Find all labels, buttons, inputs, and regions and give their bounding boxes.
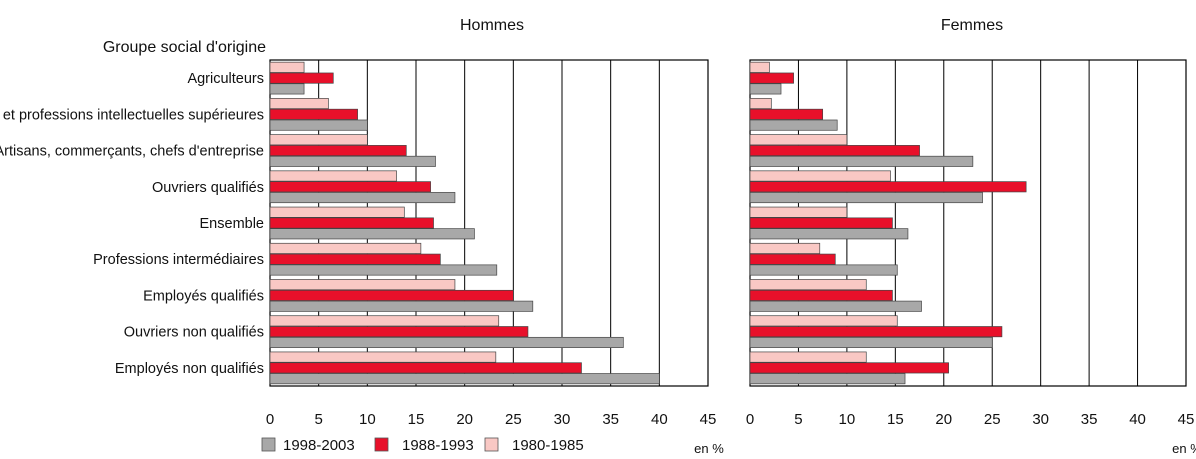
x-tick-label: 30 bbox=[554, 411, 571, 428]
bar-hommes-agriculteurs-1988-1993 bbox=[269, 72, 334, 84]
bar-femmes-agriculteurs-1988-1993 bbox=[749, 72, 794, 84]
panel-femmes: 0 5 10 15 20 25 30 35 40 45 bbox=[746, 59, 1195, 428]
bar-femmes-ouvriers-qualifies-1988-1993 bbox=[749, 181, 1027, 193]
x-tick-label: 45 bbox=[1178, 411, 1195, 428]
bar-femmes-cadres-et-professions-intellectuelles-superieures-1980-1985 bbox=[749, 98, 772, 110]
bar-hommes-professions-intermediaires-1980-1985 bbox=[269, 242, 422, 254]
bar-hommes-employes-non-qualifies-1988-1993 bbox=[269, 362, 582, 374]
category-label-professions-intermediaires: Professions intermédiaires bbox=[93, 252, 264, 268]
category-label-ensemble: Ensemble bbox=[200, 216, 264, 232]
bar-femmes-artisans-commercants-chefs-d-entreprise-1980-1985 bbox=[749, 134, 848, 146]
x-tick-label: 25 bbox=[984, 411, 1001, 428]
bar-hommes-employes-non-qualifies-1980-1985 bbox=[269, 351, 497, 363]
bar-hommes-employes-qualifies-1988-1993 bbox=[269, 289, 514, 301]
bar-hommes-cadres-et-professions-intellectuelles-superieures-1980-1985 bbox=[269, 98, 329, 110]
legend-swatch-1998-2003 bbox=[261, 437, 276, 452]
bar-femmes-agriculteurs-1998-2003 bbox=[749, 83, 782, 95]
bar-femmes-ouvriers-qualifies-1980-1985 bbox=[749, 170, 891, 182]
x-tick-label: 15 bbox=[887, 411, 904, 428]
category-labels: Agriculteurs Cadres et professions intell… bbox=[0, 71, 264, 377]
category-label-cadres-et-professions-intellectuelles-superieures: Cadres et professions intellectuelles su… bbox=[0, 107, 264, 123]
bar-femmes-employes-non-qualifies-1988-1993 bbox=[749, 362, 949, 374]
bar-hommes-ouvriers-qualifies-1988-1993 bbox=[269, 181, 431, 193]
bar-femmes-professions-intermediaires-1980-1985 bbox=[749, 242, 821, 254]
x-tick-label: 5 bbox=[314, 411, 322, 428]
x-tick-label: 0 bbox=[266, 411, 274, 428]
bar-hommes-employes-qualifies-1980-1985 bbox=[269, 279, 456, 291]
bar-femmes-artisans-commercants-chefs-d-entreprise-1998-2003 bbox=[749, 155, 974, 167]
bar-femmes-professions-intermediaires-1998-2003 bbox=[749, 264, 898, 276]
legend-label-1988-1993: 1988-1993 bbox=[402, 437, 474, 454]
bar-femmes-ensemble-1988-1993 bbox=[749, 217, 893, 229]
x-tick-label: 30 bbox=[1032, 411, 1049, 428]
category-label-agriculteurs: Agriculteurs bbox=[187, 71, 264, 87]
bar-femmes-employes-non-qualifies-1998-2003 bbox=[749, 373, 906, 385]
bar-femmes-cadres-et-professions-intellectuelles-superieures-1988-1993 bbox=[749, 108, 824, 120]
bar-femmes-employes-qualifies-1998-2003 bbox=[749, 300, 922, 312]
legend: 1998-2003 1988-1993 1980-1985 bbox=[261, 437, 584, 454]
bar-femmes-agriculteurs-1980-1985 bbox=[749, 61, 770, 73]
bar-hommes-employes-non-qualifies-1998-2003 bbox=[269, 373, 660, 385]
bar-hommes-ouvriers-qualifies-1998-2003 bbox=[269, 192, 456, 204]
unit-label-femmes: en % bbox=[1172, 441, 1196, 456]
bar-femmes-ensemble-1998-2003 bbox=[749, 228, 909, 240]
legend-swatch-1988-1993 bbox=[374, 437, 389, 452]
x-tick-label: 35 bbox=[602, 411, 619, 428]
bar-hommes-professions-intermediaires-1988-1993 bbox=[269, 253, 441, 265]
bar-femmes-cadres-et-professions-intellectuelles-superieures-1998-2003 bbox=[749, 119, 838, 131]
bar-femmes-ouvriers-qualifies-1998-2003 bbox=[749, 192, 983, 204]
bar-hommes-employes-qualifies-1998-2003 bbox=[269, 300, 534, 312]
bar-hommes-ouvriers-non-qualifies-1988-1993 bbox=[269, 326, 529, 338]
bar-hommes-artisans-commercants-chefs-d-entreprise-1998-2003 bbox=[269, 155, 436, 167]
bar-femmes-professions-intermediaires-1988-1993 bbox=[749, 253, 836, 265]
bar-hommes-cadres-et-professions-intellectuelles-superieures-1988-1993 bbox=[269, 108, 358, 120]
x-tick-label: 40 bbox=[1129, 411, 1146, 428]
bar-femmes-ensemble-1980-1985 bbox=[749, 206, 848, 218]
bar-femmes-artisans-commercants-chefs-d-entreprise-1988-1993 bbox=[749, 145, 920, 157]
bar-hommes-ensemble-1988-1993 bbox=[269, 217, 434, 229]
x-tick-label: 10 bbox=[359, 411, 376, 428]
category-label-employes-qualifies: Employés qualifiés bbox=[143, 288, 264, 304]
panel-hommes: 0 5 10 15 20 25 30 35 40 45 bbox=[266, 59, 717, 428]
x-tick-label: 20 bbox=[935, 411, 952, 428]
x-tick-label: 25 bbox=[505, 411, 522, 428]
bar-hommes-agriculteurs-1980-1985 bbox=[269, 61, 305, 73]
category-label-employes-non-qualifies: Employés non qualifiés bbox=[115, 361, 264, 377]
bar-hommes-ouvriers-non-qualifies-1998-2003 bbox=[269, 336, 624, 348]
bar-hommes-artisans-commercants-chefs-d-entreprise-1980-1985 bbox=[269, 134, 368, 146]
bar-femmes-employes-non-qualifies-1980-1985 bbox=[749, 351, 867, 363]
bar-femmes-employes-qualifies-1980-1985 bbox=[749, 279, 867, 291]
bar-femmes-employes-qualifies-1988-1993 bbox=[749, 289, 893, 301]
bar-femmes-ouvriers-non-qualifies-1988-1993 bbox=[749, 326, 1003, 338]
x-tick-label: 20 bbox=[456, 411, 473, 428]
panel-title-hommes: Hommes bbox=[460, 17, 524, 34]
x-tick-label: 45 bbox=[700, 411, 717, 428]
x-tick-label: 40 bbox=[651, 411, 668, 428]
bar-hommes-artisans-commercants-chefs-d-entreprise-1988-1993 bbox=[269, 145, 407, 157]
bar-hommes-ouvriers-qualifies-1980-1985 bbox=[269, 170, 397, 182]
x-tick-label: 35 bbox=[1081, 411, 1098, 428]
unit-label-hommes: en % bbox=[694, 441, 724, 456]
bar-femmes-ouvriers-non-qualifies-1980-1985 bbox=[749, 315, 898, 327]
bar-hommes-agriculteurs-1998-2003 bbox=[269, 83, 305, 95]
category-label-ouvriers-non-qualifies: Ouvriers non qualifiés bbox=[124, 325, 264, 341]
category-label-ouvriers-qualifies: Ouvriers qualifiés bbox=[152, 180, 264, 196]
bar-hommes-professions-intermediaires-1998-2003 bbox=[269, 264, 498, 276]
x-tick-label: 15 bbox=[408, 411, 425, 428]
bar-hommes-ouvriers-non-qualifies-1980-1985 bbox=[269, 315, 500, 327]
legend-swatch-1980-1985 bbox=[484, 437, 499, 452]
panel-title-femmes: Femmes bbox=[941, 17, 1003, 34]
legend-label-1980-1985: 1980-1985 bbox=[512, 437, 584, 454]
category-label-artisans-commercants-chefs-d-entreprise: Artisans, commerçants, chefs d'entrepris… bbox=[0, 144, 264, 160]
x-tick-label: 10 bbox=[839, 411, 856, 428]
bar-hommes-ensemble-1998-2003 bbox=[269, 228, 475, 240]
row-header: Groupe social d'origine bbox=[103, 39, 266, 56]
legend-label-1998-2003: 1998-2003 bbox=[283, 437, 355, 454]
bar-femmes-ouvriers-non-qualifies-1998-2003 bbox=[749, 336, 993, 348]
bar-hommes-ensemble-1980-1985 bbox=[269, 206, 405, 218]
x-tick-label: 5 bbox=[794, 411, 802, 428]
bar-hommes-cadres-et-professions-intellectuelles-superieures-1998-2003 bbox=[269, 119, 368, 131]
x-tick-label: 0 bbox=[746, 411, 754, 428]
